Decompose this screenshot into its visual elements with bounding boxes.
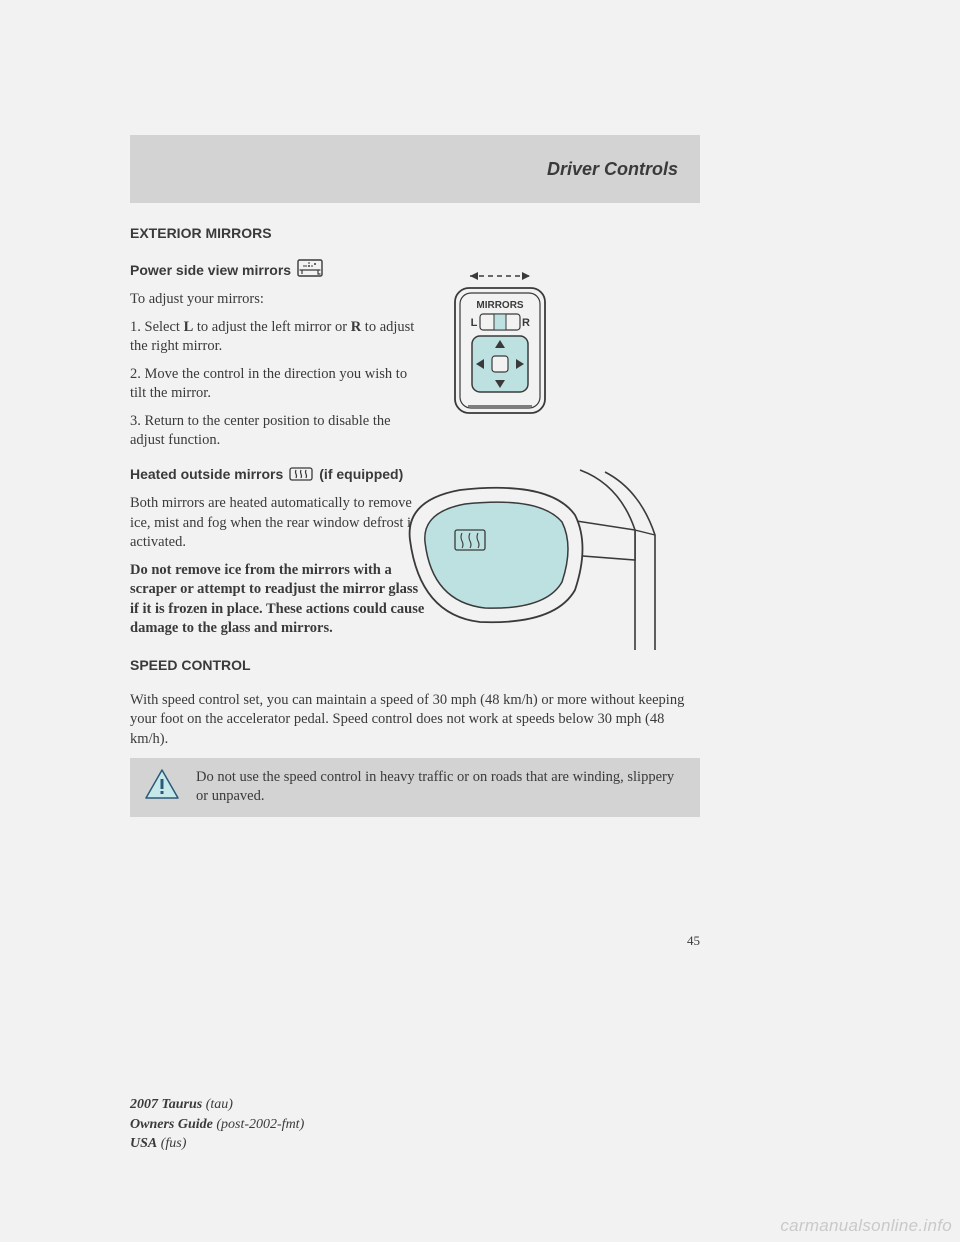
paragraph: To adjust your mirrors: [130, 290, 425, 310]
chapter-header: Driver Controls [130, 135, 700, 203]
paragraph: With speed control set, you can maintain… [130, 691, 700, 750]
figure-heated-mirror [380, 460, 690, 665]
paragraph: 2. Move the control in the direction you… [130, 365, 425, 404]
svg-text:MIRRORS: MIRRORS [476, 300, 524, 311]
watermark: carmanualsonline.info [780, 1216, 952, 1236]
svg-text:L: L [471, 317, 478, 329]
warning-triangle-icon [144, 768, 180, 805]
page-number: 45 [687, 933, 700, 949]
warning-box: Do not use the speed control in heavy tr… [130, 758, 700, 817]
figure-mirror-control: MIRRORS L R [430, 268, 570, 433]
svg-text:R: R [522, 317, 530, 329]
paragraph: 3. Return to the center position to disa… [130, 412, 425, 451]
chapter-title: Driver Controls [547, 159, 678, 180]
page-footer: 2007 Taurus (tau) Owners Guide (post-200… [130, 1095, 304, 1154]
section-title-exterior-mirrors: EXTERIOR MIRRORS [130, 225, 700, 241]
subheading-label: Heated outside mirrors [130, 466, 283, 482]
subheading-power-mirrors: Power side view mirrors [130, 259, 700, 280]
paragraph: 1. Select L to adjust the left mirror or… [130, 318, 425, 357]
warning-text: Do not use the speed control in heavy tr… [196, 768, 686, 807]
mirror-adjust-icon [297, 259, 323, 280]
defrost-icon [289, 465, 313, 484]
subheading-label: Power side view mirrors [130, 262, 291, 278]
